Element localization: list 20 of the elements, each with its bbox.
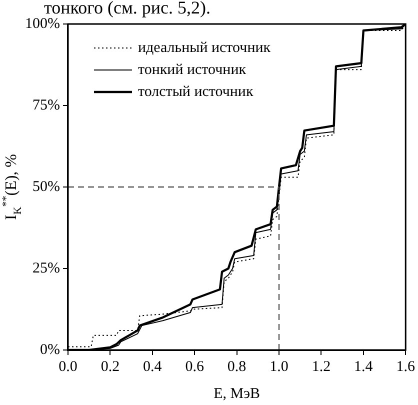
x-axis-title: E, МэВ: [214, 386, 260, 402]
x-tick-label: 1.4: [354, 358, 374, 375]
y-tick-label: 75%: [32, 97, 60, 114]
x-tick-label: 0.2: [100, 358, 120, 375]
x-tick-label: 0.4: [143, 358, 162, 375]
y-tick-label: 25%: [32, 260, 60, 276]
y-axis-title: IK**(E), %: [0, 154, 24, 220]
y-tick-label: 100%: [24, 16, 60, 32]
y-tick-label: 0%: [40, 342, 60, 358]
text: тонкого (см. рис. 5,2).: [44, 0, 211, 18]
legend-label: толстый источник: [138, 84, 254, 100]
x-tick-label: 1.0: [270, 358, 288, 375]
x-tick-label: 0.8: [227, 358, 246, 375]
y-tick-label: 50%: [32, 178, 60, 195]
x-tick-label: 0.6: [185, 358, 204, 375]
x-tick-label: 1.2: [312, 358, 331, 375]
x-tick-label: 1.6: [396, 358, 416, 375]
legend-label: тонкий источник: [138, 62, 247, 78]
legend-label: идеальный источник: [138, 40, 272, 56]
x-tick-label: 0.0: [58, 358, 78, 375]
